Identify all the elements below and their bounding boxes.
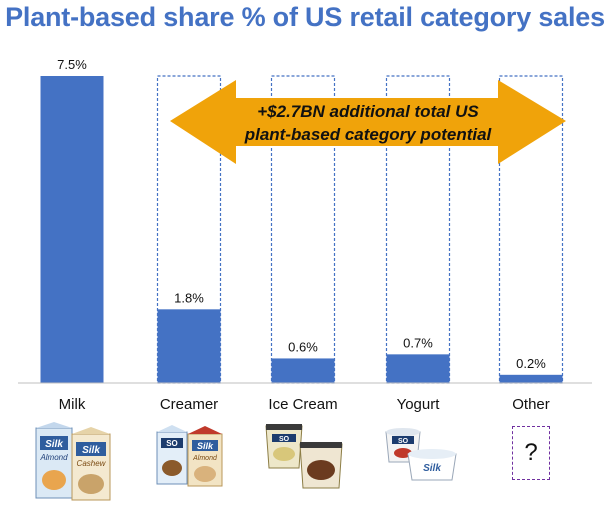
chart-title: Plant-based share % of US retail categor… [5,2,605,32]
bar-other [499,374,563,383]
category-label-other: Other [512,396,550,413]
value-label-other: 0.2% [516,356,546,371]
icecream-brand: SO [279,436,290,443]
ice-cream-tubs-image: SO [265,424,343,489]
question-mark-icon: ? [524,439,538,466]
category-label-milk: Milk [58,396,86,413]
milk-cartons-image: Silk Almond Silk Cashew [35,422,111,501]
milk-brand-2: Silk [82,445,100,456]
milk-brand-1: Silk [45,439,63,450]
bar-yogurt [386,354,450,383]
value-label-creamer: 1.8% [174,290,204,305]
value-label-ice-cream: 0.6% [288,339,318,354]
arrow-annotation-line-1: +$2.7BN additional total US [257,102,479,121]
yogurt-brand-2: Silk [423,463,441,474]
other-unknown-box: ? [512,426,550,480]
bar-ice-cream [271,358,335,383]
creamer-sub-2: Almond [192,455,218,462]
yogurt-brand-1: SO [398,438,409,445]
yogurt-cups-image: SO Silk [385,428,457,481]
category-label-ice-cream: Ice Cream [268,396,338,413]
arrow-annotation-line-2: plant-based category potential [244,125,493,144]
category-label-creamer: Creamer [159,396,219,413]
creamer-brand-1: SO [166,439,178,448]
potential-arrow: +$2.7BN additional total US plant-based … [170,80,566,164]
category-label-yogurt: Yogurt [396,396,440,413]
bar-creamer [157,309,221,383]
creamer-cartons-image: SO Silk Almond [156,425,223,487]
value-label-milk: 7.5% [57,57,87,72]
value-label-yogurt: 0.7% [403,335,433,350]
milk-sub-1: Almond [39,453,68,462]
double-arrow-shape [170,80,566,164]
bar-milk [40,76,104,383]
creamer-brand-2: Silk [197,441,214,451]
milk-sub-2: Cashew [77,459,107,468]
